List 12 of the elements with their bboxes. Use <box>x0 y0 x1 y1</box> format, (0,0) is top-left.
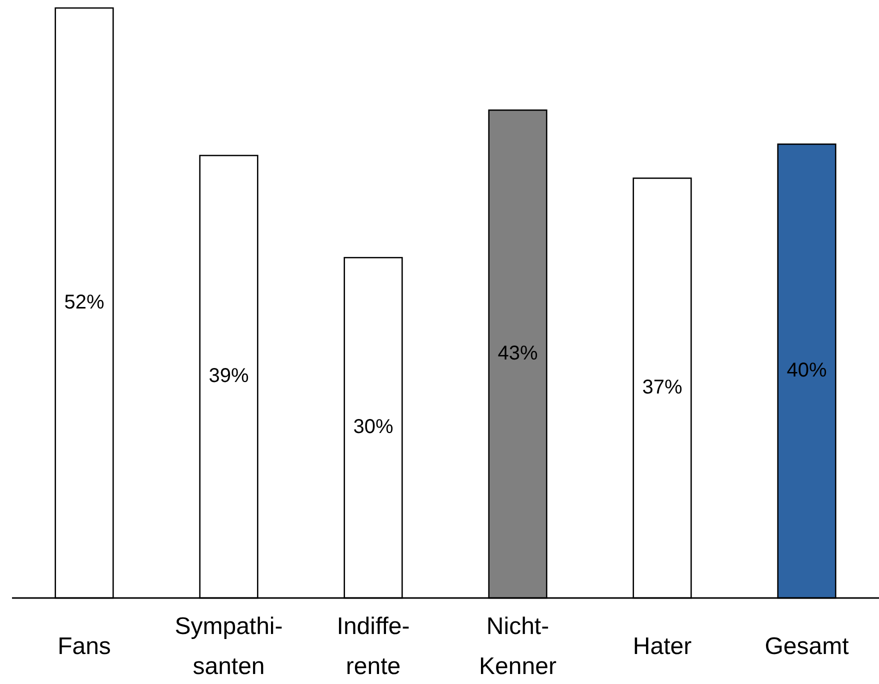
data-label: 30% <box>353 416 394 438</box>
data-label: 40% <box>786 359 827 382</box>
x-tick-label: Gesamt <box>764 633 850 660</box>
x-tick-label: Indiffe- rente <box>336 613 410 680</box>
data-label: 52% <box>64 291 104 314</box>
data-label: 39% <box>208 365 249 388</box>
data-label: 37% <box>642 376 682 398</box>
x-tick-label: Hater <box>632 633 692 660</box>
x-tick-label: Fans <box>58 633 111 660</box>
x-tick-label: Sympathi- santen <box>174 613 283 680</box>
data-label: 43% <box>498 342 538 364</box>
x-tick-label: Nicht- Kenner <box>479 613 556 680</box>
